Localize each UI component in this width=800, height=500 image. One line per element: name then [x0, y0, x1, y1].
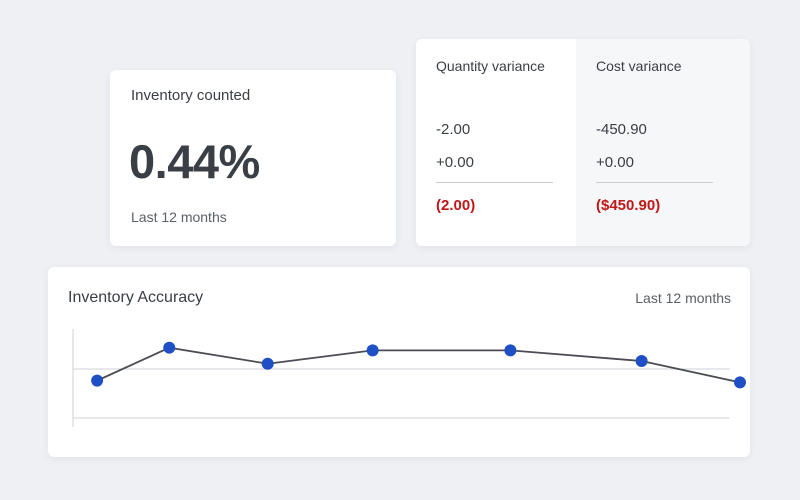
inventory-accuracy-chart — [72, 329, 746, 427]
quantity-variance-column: Quantity variance -2.00 +0.00 (2.00) — [416, 39, 576, 246]
cost-variance-row-2: +0.00 — [596, 154, 634, 171]
inventory-accuracy-period: Last 12 months — [635, 290, 731, 306]
chart-data-point — [163, 341, 176, 354]
cost-variance-total: ($450.90) — [596, 197, 661, 214]
chart-data-point — [504, 344, 517, 357]
quantity-variance-row-2: +0.00 — [436, 154, 474, 171]
inventory-counted-period: Last 12 months — [131, 209, 227, 225]
inventory-counted-value: 0.44% — [129, 135, 260, 188]
chart-data-point — [91, 374, 104, 387]
chart-data-point — [261, 357, 274, 370]
cost-variance-column: Cost variance -450.90 +0.00 ($450.90) — [576, 39, 750, 246]
quantity-variance-divider — [436, 182, 553, 183]
chart-data-point — [366, 344, 379, 357]
quantity-variance-row-1: -2.00 — [436, 121, 471, 138]
cost-variance-divider — [596, 182, 713, 183]
quantity-variance-total: (2.00) — [436, 197, 476, 214]
chart-data-point — [635, 355, 648, 368]
quantity-variance-header: Quantity variance — [436, 58, 545, 74]
inventory-accuracy-title: Inventory Accuracy — [68, 289, 204, 306]
inventory-counted-card: Inventory counted 0.44% Last 12 months — [110, 70, 396, 246]
chart-data-point — [734, 376, 746, 389]
inventory-counted-title: Inventory counted — [131, 87, 251, 104]
inventory-accuracy-card: Inventory Accuracy Last 12 months — [48, 267, 750, 457]
cost-variance-header: Cost variance — [596, 58, 682, 74]
cost-variance-row-1: -450.90 — [596, 121, 647, 138]
variance-card: Quantity variance -2.00 +0.00 (2.00) Cos… — [416, 39, 750, 246]
